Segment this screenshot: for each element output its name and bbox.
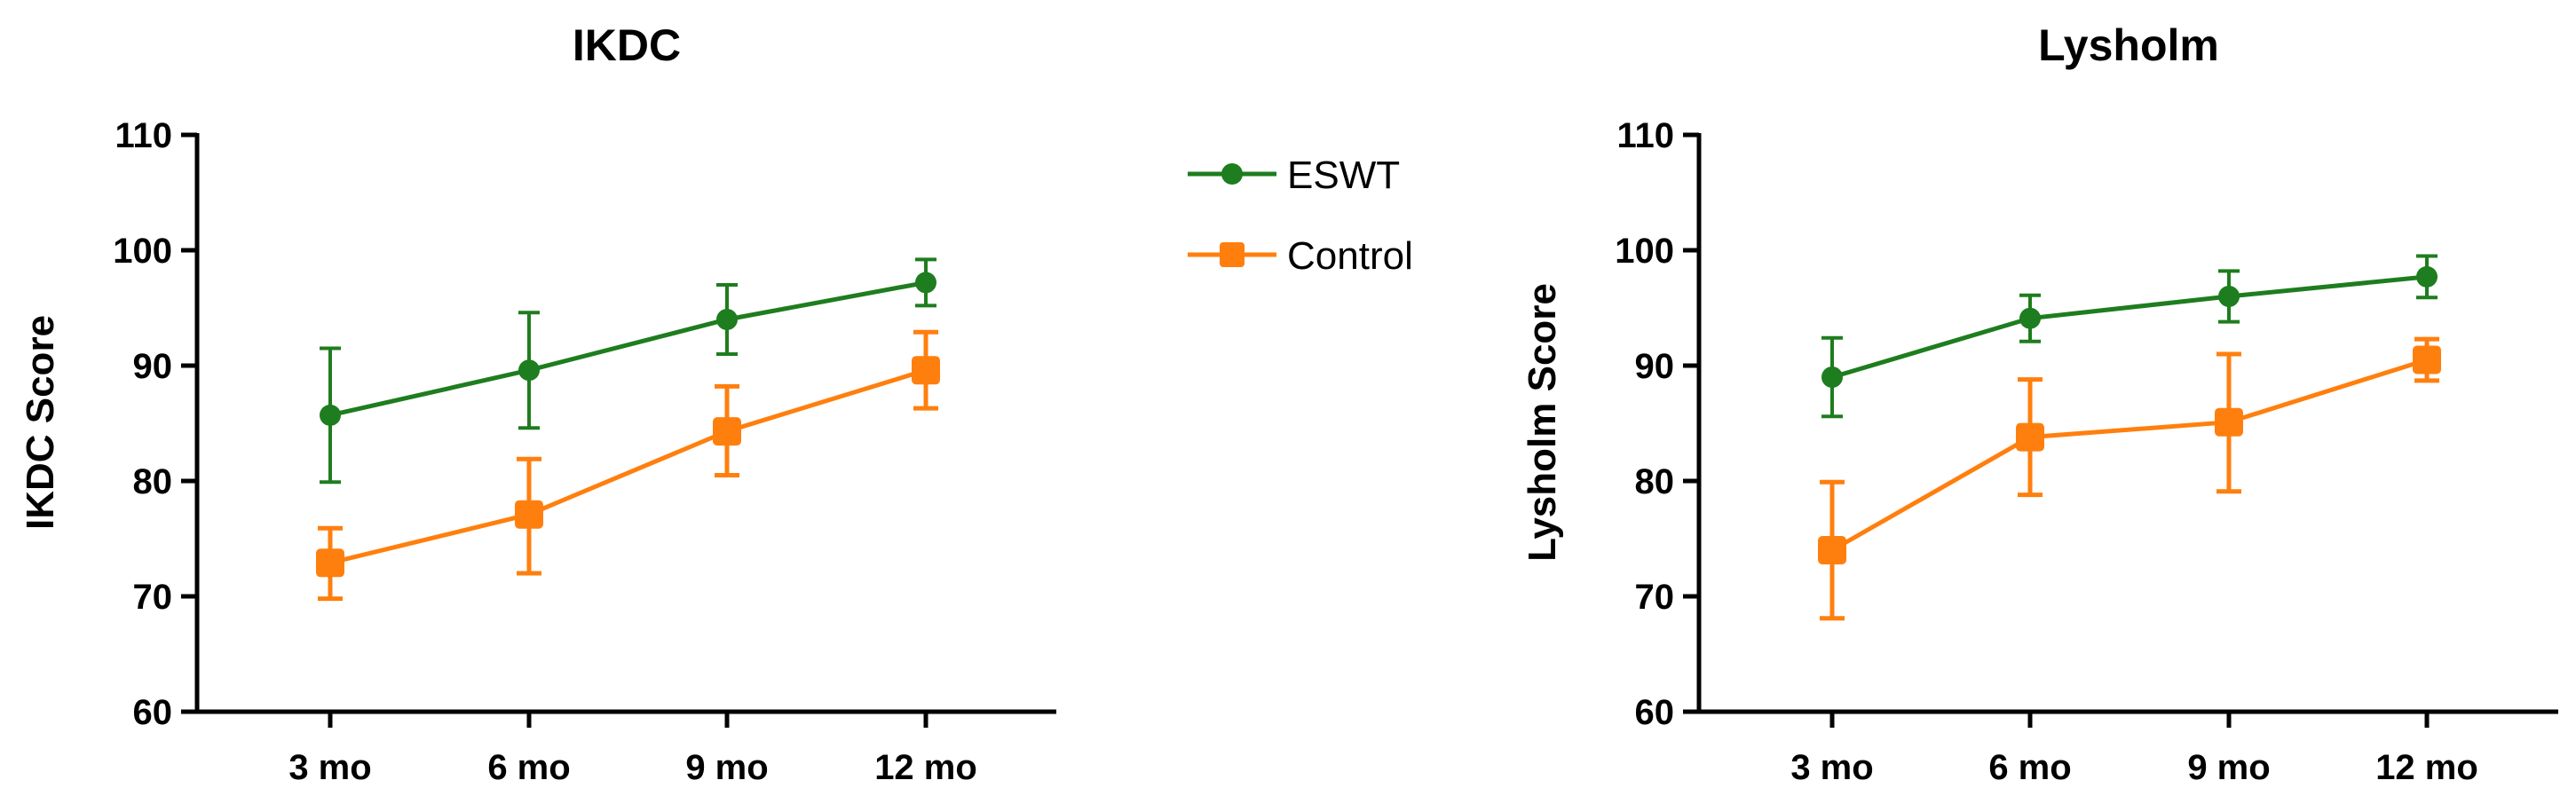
ikdc-chart: IKDC IKDC Score 60 70 80 90 100 110 3 mo 6 mo 9… [19,20,1056,787]
series-line-eswt [329,280,927,418]
x-tick-label: 6 mo [487,748,570,787]
data-point-control [713,417,741,446]
x-tick-label: 6 mo [1988,748,2071,787]
y-axis-label: IKDC Score [19,315,62,530]
x-tick-label: 9 mo [2187,748,2270,787]
legend-label-control: Control [1287,234,1413,278]
y-tick-label: 110 [115,116,172,155]
data-point-control [2413,345,2441,374]
chart-title: Lysholm [2038,20,2219,70]
lysholm-chart: Lysholm Lysholm Score 60 70 80 90 100 110 3 m… [1521,20,2558,787]
y-tick-label: 100 [1615,232,1674,271]
y-tick-label: 90 [133,347,173,386]
axis-lines [194,133,1056,714]
legend-item-eswt: ESWT [1188,154,1400,197]
data-point-eswt [716,309,738,330]
data-point-eswt [2019,307,2041,329]
y-tick-label: 80 [133,462,173,501]
data-point-eswt [2218,286,2240,307]
y-tick-label: 80 [1635,462,1675,501]
y-tick-label: 100 [113,232,172,271]
data-point-eswt [2416,265,2438,288]
data-point-control [2215,407,2243,437]
legend-marker-control [1220,242,1245,267]
data-point-control [316,548,344,578]
axis-lines [1696,133,2558,714]
x-tick-label: 3 mo [288,748,371,787]
x-tick-label: 12 mo [874,748,977,787]
data-point-control [912,356,940,385]
x-tick-label: 9 mo [685,748,768,787]
y-axis-label: Lysholm Score [1521,283,1564,562]
y-tick-label: 60 [1635,693,1675,732]
legend-label-eswt: ESWT [1287,154,1400,197]
data-point-control [1818,536,1846,564]
x-tick-label: 3 mo [1790,748,1873,787]
data-point-eswt [518,359,540,382]
legend-marker-eswt [1221,163,1243,185]
legend-item-control: Control [1188,234,1413,278]
y-tick-label: 90 [1635,347,1675,386]
data-point-control [515,500,543,529]
data-point-eswt [1821,367,1843,388]
series-line-eswt [1831,274,2428,380]
y-tick-label: 70 [133,578,173,617]
chart-title: IKDC [573,20,681,70]
data-point-control [2016,422,2044,452]
y-tick-label: 110 [1616,116,1674,155]
data-point-eswt [320,404,341,426]
y-tick-label: 70 [1635,578,1675,617]
series-line-control [1830,358,2428,553]
y-tick-label: 60 [133,693,173,732]
x-tick-label: 12 mo [2375,748,2478,787]
series-line-control [329,367,927,565]
legend: ESWT Control [1188,154,1413,278]
data-point-eswt [915,272,936,294]
